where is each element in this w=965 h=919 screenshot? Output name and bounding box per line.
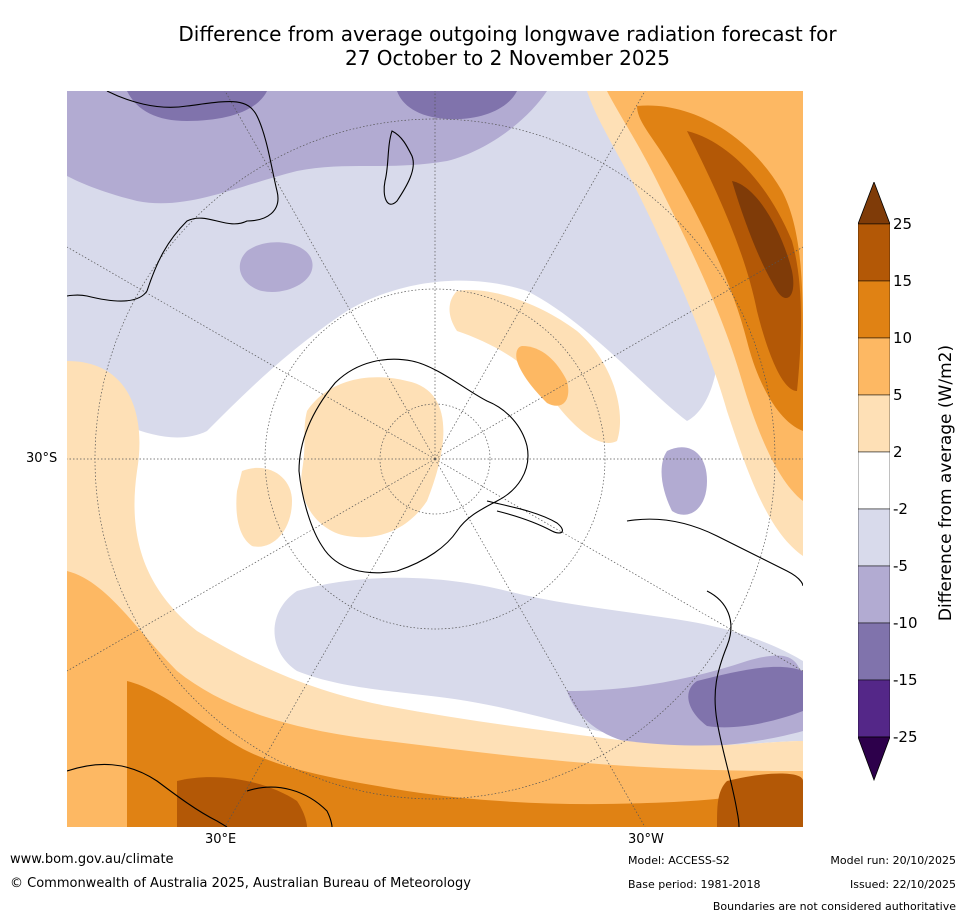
meridian-60e — [67, 458, 436, 672]
colorbar-tick-10: 10 — [893, 329, 913, 347]
coastlines — [67, 91, 803, 827]
colorbar-bin-m10-m15 — [858, 622, 890, 681]
colorbar-bin-10-15 — [858, 280, 890, 339]
base-period: Base period: 1981-2018 — [628, 878, 761, 891]
colorbar-under-arrow — [858, 736, 890, 782]
title-line-2: 27 October to 2 November 2025 — [344, 46, 671, 70]
colorbar-tick-m15: -15 — [893, 671, 918, 689]
new-zealand-coastline — [383, 130, 414, 205]
anomaly-region-purple-patch-west — [239, 242, 313, 292]
meridian-30w — [434, 458, 646, 827]
anomaly-region-dark-purple-top — [127, 91, 267, 121]
colorbar — [858, 182, 890, 782]
boundaries-disclaimer: Boundaries are not considered authoritat… — [712, 900, 956, 913]
colorbar-tick-5: 5 — [893, 386, 903, 404]
model-name: Model: ACCESS-S2 — [628, 854, 730, 867]
colorbar-tick-25: 25 — [893, 215, 913, 233]
anomaly-region-brown-south — [177, 777, 307, 827]
copyright-text: © Commonwealth of Australia 2025, Austra… — [10, 876, 471, 891]
lon-label-30e: 30°E — [205, 832, 237, 847]
colorbar-bin-15-25 — [858, 223, 890, 282]
anomaly-region-deep-brown-east — [732, 181, 794, 299]
australia-coastline — [67, 91, 279, 302]
lon-label-30w: 30°W — [628, 832, 664, 847]
colorbar-bin-m15-m25 — [858, 679, 890, 738]
chart-title: Difference from average outgoing longwav… — [0, 22, 965, 70]
colorbar-tick-2: 2 — [893, 443, 903, 461]
antarctic-peninsula-coastline — [486, 500, 563, 534]
colorbar-bin-2-5 — [858, 394, 890, 453]
latitude-circle-60s — [379, 403, 491, 515]
colorbar-tick-15: 15 — [893, 272, 913, 290]
anomaly-region-dark-orange-south — [127, 681, 803, 827]
anomaly-region-dark-purple-top-right — [397, 91, 517, 120]
antarctica-coastline — [298, 358, 529, 574]
colorbar-tick-m25: -25 — [893, 728, 918, 746]
south-america-coastline — [626, 518, 803, 827]
meridian-150w — [434, 91, 646, 460]
anomaly-region-dark-purple-south-america — [688, 666, 803, 728]
meridian-60w — [434, 458, 803, 672]
colorbar-label: Difference from average (W/m2) — [936, 344, 956, 622]
model-run-date: Model run: 20/10/2025 — [830, 854, 956, 867]
colorbar-tick-m5: -5 — [893, 557, 908, 575]
colorbar-bin-m2-m5 — [858, 508, 890, 567]
meridian-120w — [434, 246, 803, 460]
anomaly-region-light-orange-west-pocket — [236, 467, 292, 547]
latitude-circle-45s — [264, 288, 606, 630]
colorbar-bin-5-10 — [858, 337, 890, 396]
title-line-1: Difference from average outgoing longwav… — [178, 22, 837, 46]
anomaly-region-brown-east — [687, 131, 802, 391]
anomaly-region-brown-south-east — [717, 773, 803, 827]
colorbar-over-arrow — [858, 182, 890, 225]
meridian-120e — [67, 246, 436, 460]
website-link[interactable]: www.bom.gov.au/climate — [10, 852, 174, 867]
colorbar-tick-m10: -10 — [893, 614, 918, 632]
meridian-30e — [224, 458, 436, 827]
anomaly-region-light-orange-south — [67, 361, 803, 827]
colorbar-bin-m5-m10 — [858, 565, 890, 624]
colorbar-bin-neutral — [858, 451, 890, 510]
anomaly-region-light-orange-center — [301, 377, 444, 538]
anomaly-region-orange-weddell — [516, 346, 569, 406]
africa-coastline — [67, 763, 333, 827]
anomaly-region-purple-patch-east — [661, 447, 707, 515]
graticule — [67, 91, 803, 827]
meridian-150e — [224, 91, 436, 460]
colorbar-tick-m2: -2 — [893, 500, 908, 518]
lat-label-30s: 30°S — [26, 451, 58, 466]
issued-date: Issued: 22/10/2025 — [849, 878, 956, 891]
olr-anomaly-map — [67, 91, 803, 827]
